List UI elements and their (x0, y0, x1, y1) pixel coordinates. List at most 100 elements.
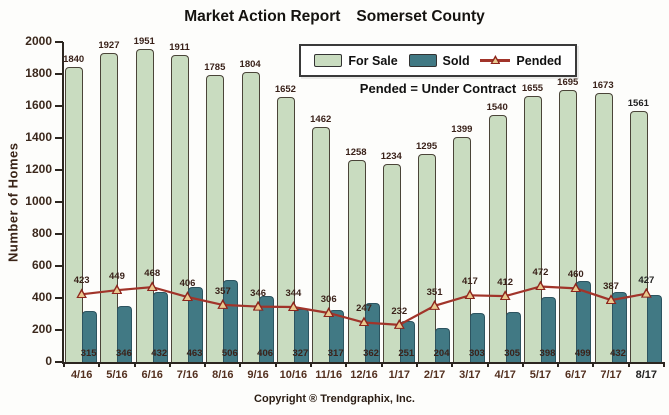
x-axis-label: 3/17 (459, 369, 481, 381)
forsale-bar (629, 111, 648, 362)
sold-value-label: 317 (327, 348, 344, 359)
pended-marker-fill (289, 303, 297, 310)
sold-bar (540, 297, 556, 362)
x-tick-mark (98, 362, 101, 367)
forsale-bar (559, 89, 578, 362)
pended-value-label: 357 (214, 285, 231, 297)
sold-bar (152, 291, 168, 362)
y-tick-mark (55, 201, 63, 203)
sold-bar (470, 312, 486, 362)
pended-value-label: 423 (73, 275, 90, 287)
pended-value-label: 417 (461, 276, 478, 288)
sold-value-label: 406 (257, 348, 274, 359)
y-tick-label: 600 (31, 258, 52, 272)
pended-marker-fill (360, 319, 368, 326)
x-axis-label: 10/16 (279, 369, 308, 381)
pended-marker-fill (325, 310, 333, 317)
pended-marker-icon (358, 316, 370, 327)
forsale-bar (100, 52, 119, 362)
forsale-bar (135, 48, 154, 362)
pended-marker-icon (464, 289, 476, 300)
x-axis-label: 7/16 (176, 369, 199, 381)
x-tick-mark (63, 362, 65, 367)
legend-label-pended: Pended (516, 53, 562, 68)
sold-value-label: 327 (292, 348, 309, 359)
forsale-value-label: 1540 (486, 101, 508, 113)
y-tick-label: 200 (31, 322, 52, 336)
y-tick-label: 1400 (25, 130, 52, 144)
sold-bar (223, 280, 239, 362)
pended-line-swatch-icon (480, 55, 511, 64)
sold-bar (646, 295, 662, 362)
pended-marker-fill (219, 301, 227, 308)
pended-marker-icon (111, 284, 123, 295)
x-axis-label: 7/17 (600, 369, 622, 381)
copyright: Copyright ® Trendgraphix, Inc. (254, 393, 415, 405)
forsale-value-label: 1951 (133, 35, 155, 47)
sold-value-label: 251 (398, 348, 415, 359)
pended-marker-fill (536, 283, 544, 290)
y-tick-mark (55, 265, 63, 267)
pended-value-label: 344 (285, 287, 302, 299)
forsale-value-label: 1258 (345, 146, 367, 158)
pended-value-label: 387 (603, 281, 619, 293)
forsale-value-label: 1295 (416, 140, 438, 152)
forsale-bar (523, 96, 542, 362)
sold-bar (258, 296, 274, 362)
pended-marker-icon (570, 282, 582, 293)
forsale-value-label: 1785 (204, 62, 226, 74)
pended-value-label: 346 (250, 287, 267, 299)
x-axis-label: 2/17 (423, 369, 446, 381)
sold-bar (505, 312, 521, 362)
y-tick-label: 1800 (25, 66, 52, 80)
x-axis-label: 4/17 (494, 369, 516, 381)
sold-bar (364, 303, 380, 362)
x-tick-mark (663, 362, 665, 367)
forsale-bar (594, 93, 613, 362)
y-tick-label: 1600 (25, 98, 52, 112)
x-tick-mark (451, 362, 454, 367)
forsale-value-label: 1655 (521, 83, 544, 95)
x-tick-mark (521, 362, 524, 367)
pended-marker-icon (393, 318, 405, 329)
x-tick-mark (415, 362, 418, 367)
sold-value-label: 398 (539, 348, 556, 359)
forsale-value-label: 1462 (310, 114, 332, 126)
x-axis-label: 5/16 (106, 369, 128, 381)
pended-marker-icon (640, 287, 652, 298)
pended-marker-icon (76, 288, 88, 299)
forsale-bar (382, 163, 401, 362)
pended-value-label: 306 (320, 294, 337, 306)
forsale-value-label: 1911 (169, 42, 190, 54)
forsale-value-label: 1927 (98, 39, 120, 51)
pended-value-label: 406 (179, 278, 196, 290)
pended-marker-fill (642, 290, 650, 297)
pended-marker-icon (182, 291, 194, 302)
pended-marker-fill (501, 293, 509, 300)
pended-marker-icon (217, 298, 229, 309)
y-tick-mark (55, 137, 63, 139)
pended-marker-icon (146, 281, 158, 292)
forsale-bar (488, 114, 507, 362)
pended-value-label: 468 (144, 268, 161, 280)
legend-label-forsale: For Sale (348, 53, 398, 68)
pended-marker-icon (429, 299, 441, 310)
sold-value-label: 362 (363, 348, 379, 359)
sold-swatch-icon (408, 54, 437, 67)
pended-marker-fill (431, 302, 439, 309)
pended-marker-fill (254, 303, 262, 310)
sold-bar (576, 281, 592, 362)
x-tick-mark (557, 362, 560, 367)
pended-value-label: 472 (532, 267, 549, 279)
x-tick-mark (380, 362, 383, 367)
sold-value-label: 346 (116, 348, 132, 359)
forsale-value-label: 1804 (239, 59, 261, 71)
x-tick-mark (345, 362, 348, 367)
pended-value-label: 351 (426, 286, 443, 298)
pended-note: Pended = Under Contract (359, 81, 517, 96)
forsale-value-label: 1399 (451, 124, 473, 136)
x-axis-label: 5/17 (529, 369, 552, 381)
y-tick-label: 0 (45, 354, 52, 368)
y-tick-mark (55, 41, 63, 43)
forsale-bar (347, 159, 366, 362)
